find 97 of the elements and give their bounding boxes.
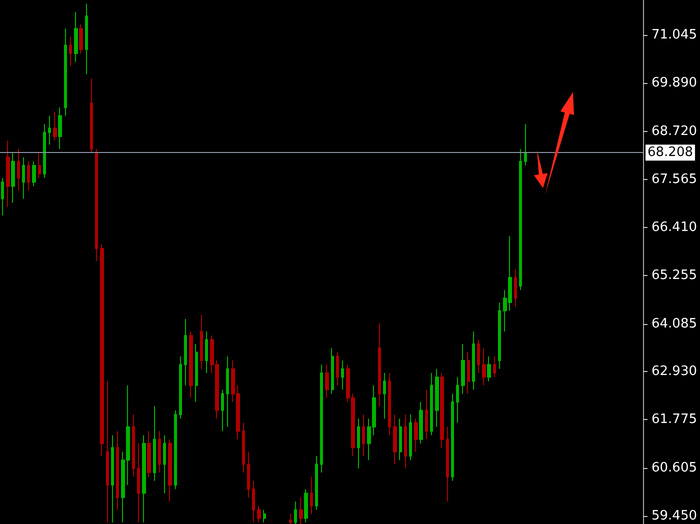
candlestick <box>451 393 454 482</box>
candlestick <box>362 414 365 456</box>
candlestick <box>17 148 20 191</box>
candlestick <box>158 430 161 474</box>
y-tick-label: 67.565 <box>652 172 698 187</box>
candlestick <box>205 330 208 374</box>
candlestick <box>100 244 104 456</box>
candlestick <box>1 177 4 216</box>
candlestick <box>409 414 412 461</box>
y-tick-label: 62.930 <box>652 364 698 380</box>
candlestick <box>383 372 386 420</box>
candlestick <box>456 376 459 424</box>
candlestick <box>393 414 397 465</box>
candlestick <box>294 501 297 524</box>
candlestick <box>58 106 62 150</box>
candlestick <box>6 140 10 208</box>
candlestick <box>331 348 334 394</box>
candlestick <box>195 343 198 403</box>
candlestick <box>48 115 51 146</box>
candlestick <box>514 268 517 308</box>
candlestick <box>85 3 88 75</box>
y-tick-label: 61.775 <box>652 412 698 428</box>
candlestick <box>320 364 323 474</box>
candlestick <box>263 509 266 523</box>
candlestick <box>487 356 491 382</box>
y-tick-label: 60.605 <box>652 460 698 476</box>
candlestick <box>257 505 261 523</box>
candlestick <box>430 372 433 436</box>
candlestick <box>74 12 78 62</box>
candlestick <box>142 434 146 523</box>
y-tick-label: 71.045 <box>652 28 698 43</box>
candlestick <box>388 372 391 436</box>
candlestick <box>137 443 140 523</box>
candlestick <box>132 414 135 478</box>
candlestick <box>106 380 109 523</box>
y-tick-label: 65.255 <box>652 268 698 283</box>
candlestick <box>446 426 449 502</box>
candlestick <box>32 160 36 187</box>
y-tick-label: 68.720 <box>652 124 698 140</box>
candlestick <box>90 78 93 154</box>
candlestick <box>310 476 313 515</box>
candlestick <box>341 360 344 390</box>
candlestick <box>79 24 83 54</box>
candlestick <box>482 348 486 386</box>
candlestick <box>524 124 527 166</box>
candlestick <box>95 148 98 262</box>
candlestick <box>493 356 496 378</box>
candlestick <box>461 343 465 394</box>
candlestick <box>498 302 501 370</box>
candlestick <box>435 368 439 428</box>
candlestick <box>11 152 15 204</box>
candlestick <box>425 389 428 440</box>
y-tick-label: 69.890 <box>652 75 698 90</box>
candlestick <box>38 152 41 178</box>
candlestick <box>189 330 193 398</box>
candlestick <box>179 356 182 420</box>
candlestick <box>116 430 119 510</box>
candlestick <box>200 314 203 370</box>
candlestick <box>440 372 444 448</box>
candlestick <box>336 352 339 386</box>
candlestick <box>289 514 292 524</box>
candlestick <box>221 389 224 432</box>
candlestick <box>174 410 177 490</box>
ref-line-label: 68.208 <box>648 145 694 160</box>
candlestick <box>378 322 381 407</box>
candlestick <box>147 430 151 478</box>
candlestick <box>27 160 30 191</box>
candlestick <box>168 438 172 502</box>
candlestick <box>519 148 522 291</box>
candlestick <box>69 36 72 66</box>
candlestick <box>419 402 423 444</box>
candlestick <box>242 422 245 474</box>
candlestick <box>414 418 418 452</box>
candlestick <box>163 434 166 494</box>
candlestick <box>315 455 318 510</box>
candlestick <box>153 406 156 482</box>
candlestick <box>472 330 475 390</box>
candlestick <box>184 318 187 386</box>
candlestick <box>404 414 407 469</box>
candlestick <box>477 339 480 374</box>
candlestick <box>304 488 308 523</box>
candlestick <box>325 364 329 398</box>
candlestick <box>111 434 114 523</box>
candlestick <box>399 418 402 461</box>
y-tick-label: 64.085 <box>652 316 698 332</box>
candlestick <box>467 352 470 394</box>
candlestick <box>252 480 255 523</box>
candlestick <box>247 451 250 498</box>
candlestick <box>64 28 67 116</box>
candlestick <box>226 356 229 428</box>
y-tick-label: 59.450 <box>652 508 698 524</box>
candlestick <box>357 418 360 469</box>
y-tick-label: 66.410 <box>652 220 698 235</box>
candlestick <box>299 496 303 524</box>
candlestick <box>22 156 25 200</box>
candlestick <box>53 111 57 142</box>
candlestick <box>43 124 46 178</box>
